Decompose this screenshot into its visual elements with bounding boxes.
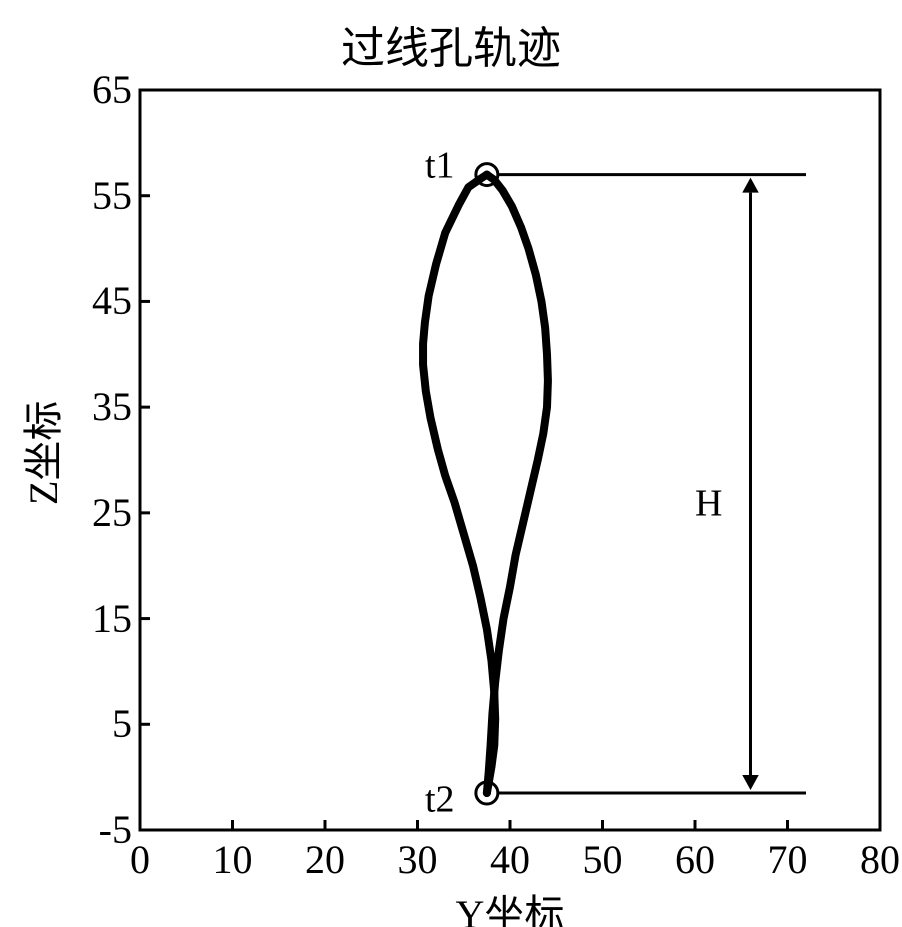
y-tick-label: -5 bbox=[99, 806, 132, 853]
x-tick-label: 30 bbox=[388, 836, 448, 883]
H-label: H bbox=[695, 483, 722, 525]
y-tick-label: 35 bbox=[92, 383, 132, 430]
x-tick-label: 50 bbox=[573, 836, 633, 883]
x-tick-label: 60 bbox=[665, 836, 725, 883]
chart-plot: t1 t2 H bbox=[0, 0, 902, 927]
x-tick-label: 70 bbox=[758, 836, 818, 883]
y-axis-label: Z坐标 bbox=[11, 425, 69, 505]
x-axis-label: Y坐标 bbox=[430, 882, 590, 927]
y-tick-label: 45 bbox=[92, 277, 132, 324]
t2-label: t2 bbox=[425, 779, 455, 821]
y-tick-label: 25 bbox=[92, 489, 132, 536]
chart-title: 过线孔轨迹 bbox=[0, 12, 902, 76]
t1-label: t1 bbox=[425, 144, 455, 186]
y-tick-label: 55 bbox=[92, 172, 132, 219]
x-tick-label: 20 bbox=[295, 836, 355, 883]
figure-frame: { "chart": { "type": "line", "title": "过… bbox=[0, 0, 902, 927]
x-tick-label: 10 bbox=[203, 836, 263, 883]
y-tick-label: 15 bbox=[92, 595, 132, 642]
y-tick-label: 5 bbox=[112, 700, 132, 747]
x-tick-label: 40 bbox=[480, 836, 540, 883]
y-tick-label: 65 bbox=[92, 66, 132, 113]
x-tick-label: 80 bbox=[850, 836, 902, 883]
